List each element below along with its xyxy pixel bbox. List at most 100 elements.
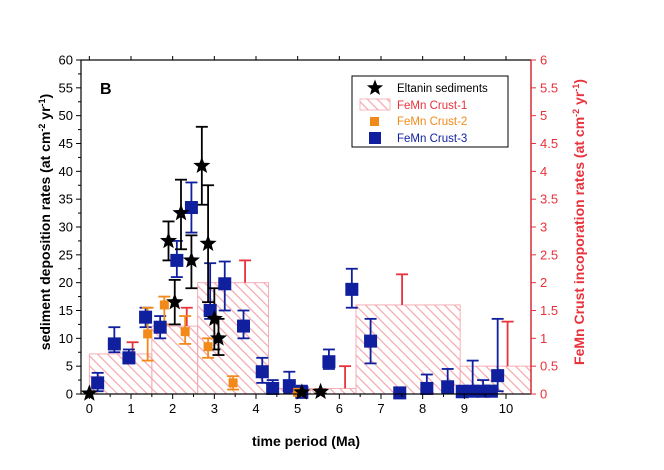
y-right-tick-label: 1 [540,331,547,346]
x-tick-label: 1 [127,401,134,416]
x-axis-title: time period (Ma) [252,433,360,449]
eltanin-point [209,329,228,346]
y-left-tick-label: 0 [66,387,73,402]
y-left-tick-label: 20 [59,275,73,290]
crust3-point [393,386,407,400]
crust3-point [491,369,505,383]
eltanin-point [205,309,223,327]
crust3-point [255,365,269,379]
eltanin-point [172,204,190,221]
y-left-tick-label: 15 [59,303,73,318]
eltanin-point [166,293,184,310]
y-left-title-sup2: -1 [37,98,47,106]
y-left-tick-label: 45 [59,136,73,151]
y-right-tick-label: 4 [540,164,547,179]
y-left-tick-label: 5 [66,359,73,374]
y-right-tick-label: 3 [540,220,547,235]
y-left-tick-label: 25 [59,247,73,262]
legend-hatch-swatch-icon [359,98,391,111]
crust2-point [203,342,213,352]
y-right-title-end: ) [571,79,587,84]
x-tick-label: 0 [86,401,93,416]
crust3-point [441,380,455,394]
legend-item-crust1: FeMn Crust-1 [359,98,467,112]
crust3-point [420,381,434,395]
markers-layer [80,156,505,401]
legend-orange-square-icon [370,117,379,126]
y-left-tick-label: 55 [59,80,73,95]
y-right-tick-label: 2 [540,275,547,290]
crust2-point [180,327,190,337]
y-right-title-main: FeMn Crust incoporation rates (at cm [571,117,587,365]
y-left-tick-label: 40 [59,164,73,179]
crust2-point [143,329,153,339]
legend-label-crust2: FeMn Crust-2 [397,116,467,128]
y-left-tick-label: 50 [59,108,73,123]
legend-item-crust2: FeMn Crust-2 [370,116,467,128]
crust3-point [170,253,184,267]
eltanin-point [80,384,98,401]
y-right-tick-label: 1.5 [540,303,558,318]
crust3-point [484,384,498,398]
legend-star-icon [366,79,384,95]
panel-label: B [100,81,112,98]
y-left-tick-label: 30 [59,220,73,235]
crust3-point [237,319,250,333]
legend-label-crust1: FeMn Crust-1 [397,100,467,112]
x-tick-label: 5 [294,401,301,416]
crust1-bar [151,325,199,395]
eltanin-point [182,251,200,268]
x-tick-label: 10 [499,401,513,416]
y-right-tick-label: 0.5 [540,359,558,374]
y-right-title-sup2: -1 [571,84,581,92]
legend-label-crust3: FeMn Crust-3 [397,133,467,145]
x-tick-label: 6 [336,401,343,416]
y-left-title-main: sediment deposition rates (at cm [37,132,53,351]
y-right-title-sup1: -2 [571,109,581,117]
y-left-tick-label: 60 [59,53,73,68]
y-right-title-mid: yr [571,91,587,109]
x-tick-label: 2 [169,401,176,416]
eltanin-point [293,383,311,400]
crust2-point [159,300,169,310]
y-left-title-mid: yr [37,106,53,124]
eltanin-point [193,156,211,174]
x-tick-label: 7 [377,401,384,416]
crust3-point [153,320,167,334]
eltanin-point [159,231,178,249]
axes-layer: 0 1 2 3 4 5 6 7 8 9 1005101520253035404550556000.5… [59,53,559,417]
y-right-tick-label: 6 [540,53,547,68]
crust3-point [322,355,336,369]
y-left-title-sup1: -2 [37,124,47,132]
crust2-point [228,378,238,388]
y-right-tick-label: 0 [540,387,547,402]
x-tick-label: 9 [461,401,468,416]
crust3-point [91,376,105,390]
y-axis-left-title: sediment deposition rates (at cm-2 yr-1) [37,94,53,350]
y-right-tick-label: 5 [540,108,547,123]
y-right-tick-label: 2.5 [540,247,558,262]
y-left-tick-label: 35 [59,192,73,207]
crust3-point [455,385,469,399]
crust3-point [218,277,232,291]
x-tick-label: 4 [252,401,259,416]
legend-label-eltanin: Eltanin sediments [397,83,488,95]
x-tick-label: 8 [419,401,426,416]
crust3-point [266,381,280,395]
crust3-point [139,310,153,324]
x-tick-label: 3 [211,401,218,416]
y-right-tick-label: 5.5 [540,80,558,95]
y-left-title-end: ) [37,94,53,99]
y-right-tick-label: 4.5 [540,136,558,151]
y-right-tick-label: 3.5 [540,192,558,207]
legend-blue-square-icon [369,132,381,144]
crust3-point [364,334,378,348]
eltanin-point [199,234,217,251]
y-left-tick-label: 10 [59,331,73,346]
crust3-point [282,379,296,393]
legend-item-crust3: FeMn Crust-3 [369,132,467,145]
crust3-point [122,351,136,365]
crust1-bar [355,304,461,395]
y-axis-right-title: FeMn Crust incoporation rates (at cm-2 y… [571,79,587,365]
